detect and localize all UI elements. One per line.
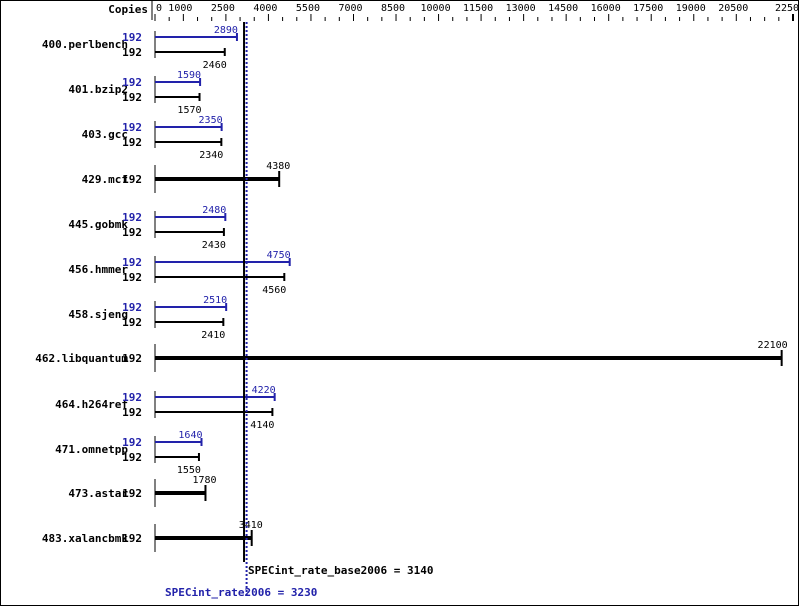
benchmark-label: 464.h264ref xyxy=(55,398,128,411)
tick-label: 7000 xyxy=(338,3,362,14)
peak-value: 2890 xyxy=(214,25,238,36)
tick-label: 1000 xyxy=(168,3,192,14)
tick-label: 4000 xyxy=(253,3,277,14)
peak-copies: 192 xyxy=(122,76,142,89)
peak-value: 1590 xyxy=(177,70,201,81)
benchmark-label: 483.xalancbmk xyxy=(42,532,128,545)
axis-label: Copies xyxy=(108,3,148,16)
peak-value: 2350 xyxy=(199,115,223,126)
base-value: 4380 xyxy=(266,161,290,172)
base-copies: 192 xyxy=(122,352,142,365)
tick-label: 13000 xyxy=(506,3,536,14)
benchmark-label: 429.mcf xyxy=(82,173,128,186)
base-value: 4560 xyxy=(262,285,286,296)
tick-label: 11500 xyxy=(463,3,493,14)
peak-copies: 192 xyxy=(122,31,142,44)
peak-metric-label: SPECint_rate2006 = 3230 xyxy=(165,586,317,599)
tick-label: 16000 xyxy=(591,3,621,14)
base-copies: 192 xyxy=(122,271,142,284)
tick-label: 19000 xyxy=(676,3,706,14)
peak-copies: 192 xyxy=(122,121,142,134)
tick-label: 17500 xyxy=(633,3,663,14)
benchmark-label: 458.sjeng xyxy=(68,308,128,321)
peak-value: 2510 xyxy=(203,295,227,306)
base-value: 2460 xyxy=(203,60,227,71)
base-copies: 192 xyxy=(122,91,142,104)
base-copies: 192 xyxy=(122,451,142,464)
tick-label: 5500 xyxy=(296,3,320,14)
tick-label: 22500 xyxy=(775,3,799,14)
benchmark-label: 403.gcc xyxy=(82,128,128,141)
benchmark-label: 445.gobmk xyxy=(68,218,128,231)
base-copies: 192 xyxy=(122,406,142,419)
peak-value: 4750 xyxy=(267,250,291,261)
benchmark-label: 462.libquantum xyxy=(35,352,128,365)
base-copies: 192 xyxy=(122,173,142,186)
tick-label: 2500 xyxy=(211,3,235,14)
peak-copies: 192 xyxy=(122,391,142,404)
tick-label: 14500 xyxy=(548,3,578,14)
base-value: 2430 xyxy=(202,240,226,251)
peak-value: 1640 xyxy=(178,430,202,441)
base-value: 1780 xyxy=(192,475,216,486)
base-value: 2410 xyxy=(201,330,225,341)
tick-label: 10000 xyxy=(421,3,451,14)
base-value: 22100 xyxy=(758,340,788,351)
benchmark-label: 400.perlbench xyxy=(42,38,128,51)
base-copies: 192 xyxy=(122,136,142,149)
peak-value: 2480 xyxy=(202,205,226,216)
benchmark-label: 401.bzip2 xyxy=(68,83,128,96)
base-value: 1550 xyxy=(177,465,201,476)
tick-label: 20500 xyxy=(718,3,748,14)
tick-label: 8500 xyxy=(381,3,405,14)
base-copies: 192 xyxy=(122,316,142,329)
peak-value: 4220 xyxy=(252,385,276,396)
peak-copies: 192 xyxy=(122,256,142,269)
base-value: 1570 xyxy=(177,105,201,116)
base-copies: 192 xyxy=(122,226,142,239)
benchmark-label: 471.omnetpp xyxy=(55,443,128,456)
base-copies: 192 xyxy=(122,46,142,59)
peak-copies: 192 xyxy=(122,211,142,224)
base-value: 2340 xyxy=(199,150,223,161)
base-value: 3410 xyxy=(239,520,263,531)
base-metric-label: SPECint_rate_base2006 = 3140 xyxy=(248,564,433,577)
benchmark-label: 456.hmmer xyxy=(68,263,128,276)
base-value: 4140 xyxy=(250,420,274,431)
tick-label: 0 xyxy=(156,3,162,14)
base-copies: 192 xyxy=(122,487,142,500)
peak-copies: 192 xyxy=(122,301,142,314)
peak-copies: 192 xyxy=(122,436,142,449)
base-copies: 192 xyxy=(122,532,142,545)
benchmark-label: 473.astar xyxy=(68,487,128,500)
